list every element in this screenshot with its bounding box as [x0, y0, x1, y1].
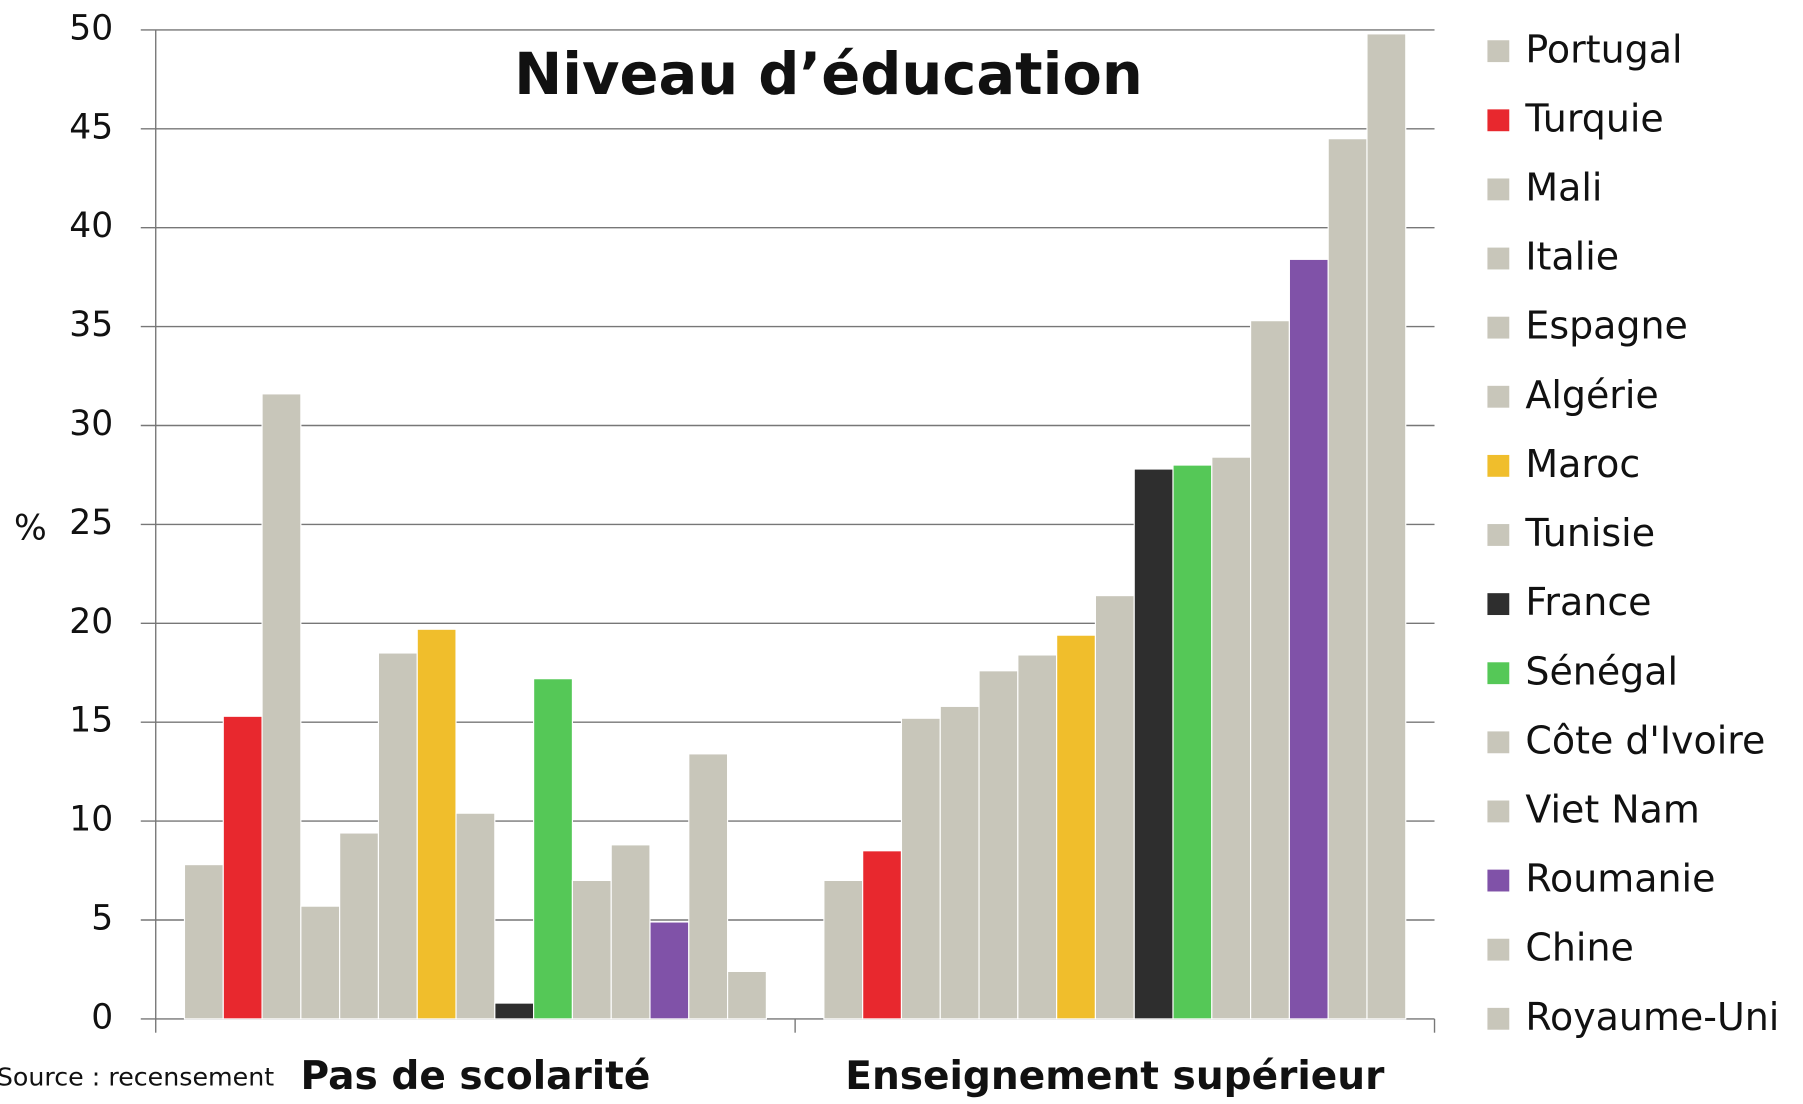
bar — [1327, 138, 1368, 1020]
bar — [727, 970, 767, 1020]
bar — [416, 628, 457, 1020]
bar — [688, 753, 729, 1020]
bar — [900, 717, 941, 1020]
legend-swatch — [1487, 316, 1510, 339]
bar — [610, 844, 651, 1020]
legend-label: Chine — [1525, 926, 1633, 970]
bar — [1133, 468, 1174, 1020]
legend-label: France — [1525, 580, 1651, 624]
bar — [300, 905, 341, 1020]
y-tick-label: 30 — [69, 404, 113, 444]
bar — [823, 879, 864, 1020]
legend-label: Portugal — [1525, 27, 1682, 71]
legend-label: Espagne — [1525, 304, 1688, 348]
bar — [571, 879, 612, 1020]
y-tick-label: 10 — [69, 800, 113, 840]
legend-label: Italie — [1525, 235, 1619, 279]
x-tick-label: Enseignement supérieur — [845, 1054, 1385, 1099]
y-tick-label: 15 — [69, 701, 113, 741]
legend-label: Sénégal — [1525, 649, 1678, 693]
legend-label: Royaume-Uni — [1525, 995, 1779, 1039]
y-tick-label: 0 — [91, 997, 113, 1037]
y-tick-label: 25 — [69, 503, 113, 543]
bar — [1250, 320, 1290, 1020]
bar — [494, 1002, 535, 1020]
legend-label: Mali — [1525, 165, 1602, 209]
y-axis-label: % — [14, 509, 47, 549]
bar — [1172, 464, 1213, 1020]
bar — [1017, 654, 1058, 1020]
bar — [1288, 258, 1329, 1020]
bar — [862, 850, 903, 1020]
legend-swatch — [1487, 40, 1510, 63]
legend-label: Roumanie — [1525, 857, 1715, 901]
x-tick-label: Pas de scolarité — [301, 1054, 651, 1099]
legend-label: Côte d'Ivoire — [1525, 718, 1765, 762]
bar — [649, 921, 690, 1020]
legend-swatch — [1487, 938, 1510, 961]
y-tick-label: 50 — [69, 8, 113, 48]
legend-label: Turquie — [1524, 96, 1663, 140]
bar — [339, 832, 380, 1020]
bar — [1056, 634, 1097, 1020]
chart-title: Niveau d’éducation — [514, 41, 1143, 108]
y-tick-label: 20 — [69, 602, 113, 642]
bar — [978, 670, 1019, 1020]
legend-swatch — [1487, 524, 1510, 546]
legend-swatch — [1487, 1007, 1510, 1030]
legend-swatch — [1487, 800, 1510, 823]
legend-label: Algérie — [1525, 373, 1658, 417]
legend-swatch — [1487, 178, 1510, 201]
y-tick-label: 40 — [69, 206, 113, 246]
bar — [261, 393, 302, 1020]
source-note: Source : recensement — [0, 1063, 274, 1092]
y-tick-label: 45 — [69, 107, 113, 147]
legend-label: Tunisie — [1524, 511, 1655, 555]
y-tick-label: 5 — [91, 899, 113, 939]
bar — [533, 678, 573, 1020]
bar — [183, 864, 224, 1020]
legend-swatch — [1487, 869, 1510, 892]
bar — [377, 652, 418, 1020]
bar — [455, 812, 496, 1020]
legend-swatch — [1487, 731, 1510, 754]
bar — [1211, 456, 1252, 1020]
legend-swatch — [1487, 662, 1510, 685]
bar — [1094, 595, 1135, 1020]
y-tick-label: 35 — [69, 305, 113, 345]
legend-swatch — [1487, 593, 1510, 616]
bar — [222, 715, 263, 1020]
legend-swatch — [1487, 109, 1510, 132]
legend-swatch — [1487, 454, 1510, 477]
bar — [939, 705, 980, 1020]
bar — [1366, 33, 1407, 1020]
legend-swatch — [1487, 247, 1510, 270]
legend-swatch — [1487, 385, 1510, 408]
legend-label: Viet Nam — [1525, 788, 1700, 832]
legend-label: Maroc — [1525, 442, 1640, 486]
